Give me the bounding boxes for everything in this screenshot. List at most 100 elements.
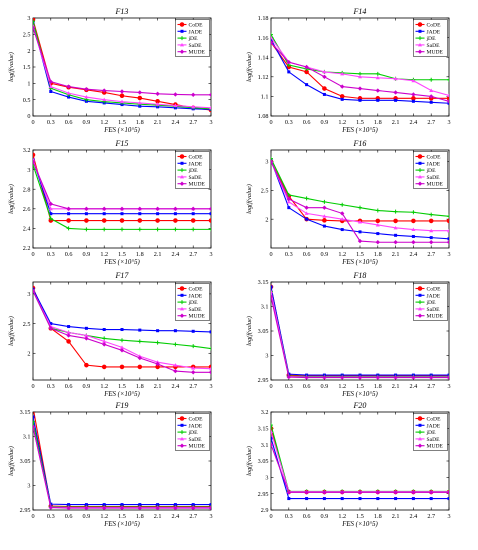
data-point xyxy=(393,490,398,495)
y-tick-label: 0 xyxy=(27,113,30,120)
legend-entry: JADE xyxy=(189,423,203,429)
legend-marker xyxy=(179,416,185,421)
y-tick-label: 2.4 xyxy=(23,226,31,233)
data-point xyxy=(84,326,88,330)
legend-entry: MUDE xyxy=(427,444,444,450)
y-tick-label: 3.05 xyxy=(20,458,31,465)
data-point xyxy=(271,32,273,37)
legend-entry: jDE xyxy=(426,36,437,42)
legend-marker xyxy=(180,293,184,297)
series-sade xyxy=(33,24,211,110)
data-point xyxy=(137,95,143,101)
legend-entry: jDE xyxy=(188,36,199,42)
y-axis-label: log(f(value) xyxy=(246,52,253,82)
y-tick-label: 3.05 xyxy=(258,328,269,335)
legend-entry: jDE xyxy=(426,430,437,436)
data-point xyxy=(209,227,211,232)
data-point xyxy=(209,346,211,351)
series-jade xyxy=(33,287,211,334)
data-point xyxy=(119,93,125,99)
data-point xyxy=(33,152,36,158)
legend-marker xyxy=(180,29,184,33)
data-point xyxy=(33,288,36,294)
data-point xyxy=(447,93,449,97)
data-point xyxy=(137,218,143,223)
data-point xyxy=(137,339,142,344)
data-point xyxy=(340,375,345,380)
y-tick-label: 3 xyxy=(265,475,268,482)
data-point xyxy=(49,322,53,326)
x-tick-label: 0.6 xyxy=(65,513,73,520)
legend-entry: CoDE xyxy=(189,417,204,423)
y-tick-label: 2 xyxy=(265,216,268,223)
data-point xyxy=(48,326,53,331)
data-point xyxy=(271,429,273,434)
data-point xyxy=(340,217,345,221)
y-tick-label: 3 xyxy=(27,15,30,22)
x-tick-label: 2.1 xyxy=(154,383,162,390)
legend-marker xyxy=(179,286,185,291)
legend-marker xyxy=(180,423,184,427)
data-point xyxy=(191,329,195,333)
y-tick-label: 3.15 xyxy=(258,279,269,286)
data-point xyxy=(120,99,124,104)
data-point xyxy=(429,94,434,99)
x-tick-label: 0 xyxy=(31,383,34,390)
data-point xyxy=(49,90,53,93)
x-tick-label: 1.5 xyxy=(118,251,126,258)
data-point xyxy=(339,94,345,99)
x-axis-label: FES (×10^5) xyxy=(103,391,140,398)
data-point xyxy=(120,212,124,216)
chart-f14: F14 0 0.3 0.6 0.9 1.2 1.5 1.8 2.1 2.4 2.7 3 1.08 1.1 1… xyxy=(246,7,451,134)
data-point xyxy=(155,361,160,367)
data-point xyxy=(33,25,36,30)
data-point xyxy=(209,503,211,507)
x-tick-label: 0.9 xyxy=(321,119,329,126)
series-code xyxy=(33,152,211,223)
x-tick-label: 3 xyxy=(447,513,450,520)
legend-entry: CoDE xyxy=(189,287,204,293)
legend-marker xyxy=(179,49,185,54)
legend-marker xyxy=(179,154,185,159)
data-point xyxy=(173,212,177,216)
x-tick-label: 0.9 xyxy=(83,383,91,390)
data-point xyxy=(119,505,125,510)
legend-marker xyxy=(418,29,422,33)
data-point xyxy=(137,100,142,105)
x-tick-label: 0.9 xyxy=(321,513,329,520)
legend-marker xyxy=(418,423,422,427)
data-point xyxy=(446,490,449,495)
data-point xyxy=(375,490,380,495)
legend-marker xyxy=(417,49,423,54)
data-point xyxy=(48,505,53,510)
legend-entry: CoDE xyxy=(189,155,204,161)
data-point xyxy=(66,330,71,334)
data-point xyxy=(340,228,344,232)
y-tick-label: 2.2 xyxy=(23,245,31,252)
chart-title: F17 xyxy=(115,271,130,280)
data-point xyxy=(155,206,160,211)
data-point xyxy=(155,91,160,96)
x-tick-label: 1.8 xyxy=(374,119,382,126)
x-axis-label: FES (×10^5) xyxy=(103,127,140,134)
data-point xyxy=(120,503,124,507)
data-point xyxy=(393,209,398,214)
legend-marker xyxy=(418,161,422,165)
x-tick-label: 1.5 xyxy=(356,119,364,126)
legend-entry: SaDE xyxy=(189,437,203,443)
legend-marker xyxy=(418,436,422,441)
data-point xyxy=(393,218,398,224)
data-point xyxy=(411,227,416,232)
data-point xyxy=(358,205,362,210)
legend-entry: jDE xyxy=(188,300,199,306)
data-point xyxy=(102,206,107,211)
data-point xyxy=(138,212,142,216)
x-tick-label: 2.7 xyxy=(427,119,435,126)
data-point xyxy=(358,230,362,234)
data-point xyxy=(271,289,273,294)
data-point xyxy=(66,333,71,338)
data-point xyxy=(173,368,178,374)
series-jde xyxy=(33,162,211,232)
